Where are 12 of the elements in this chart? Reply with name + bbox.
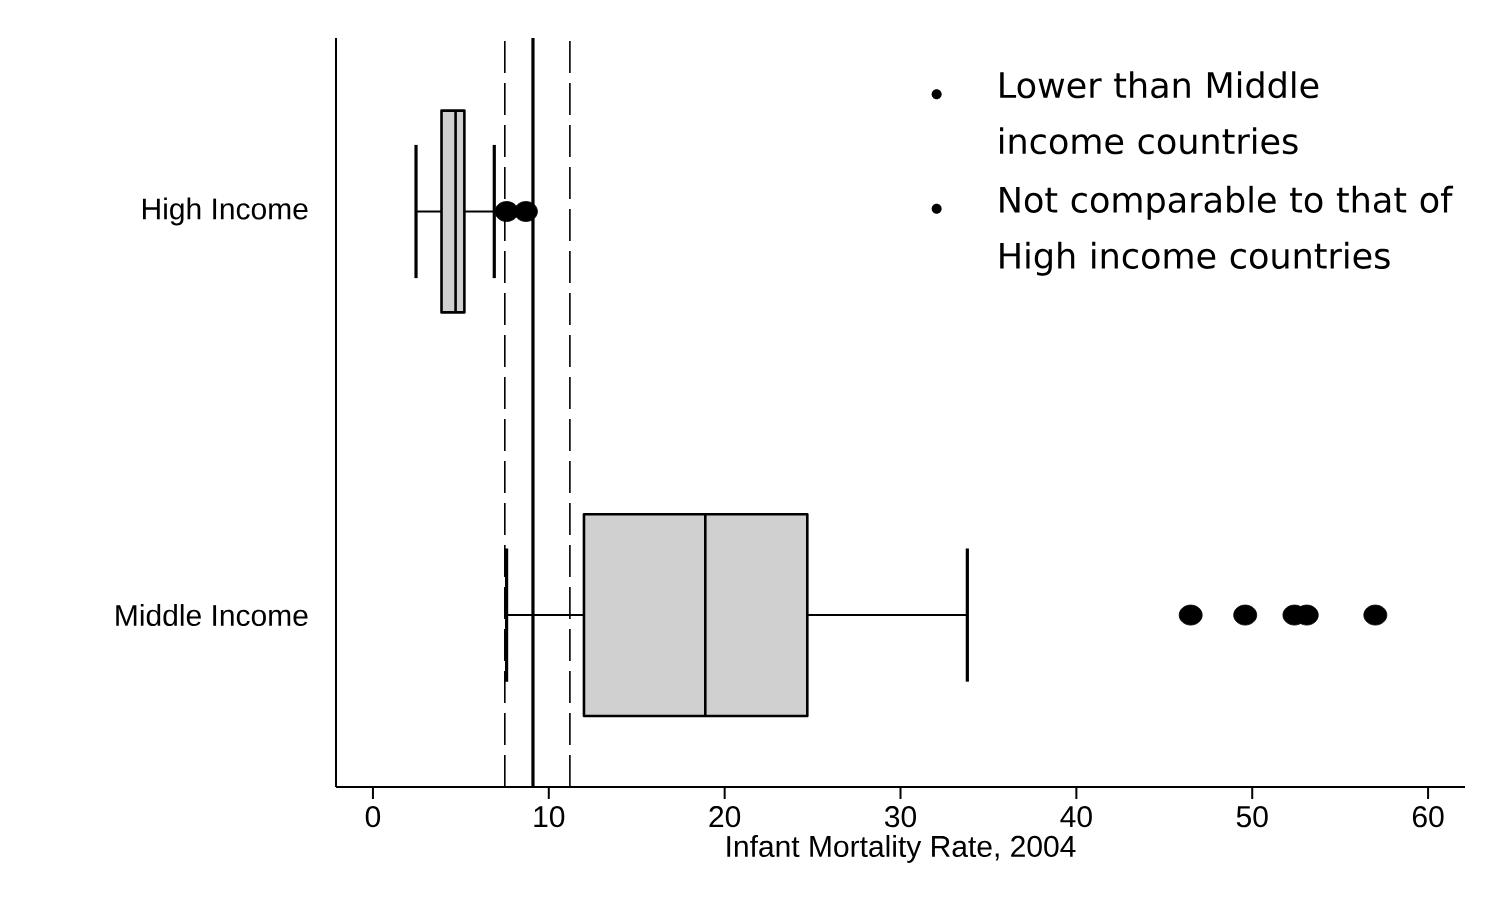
x-axis-title: Infant Mortality Rate, 2004 <box>727 835 1076 863</box>
annotation: Not comparable to that of High income countries <box>1000 185 1454 276</box>
x-tick-label: 30 <box>884 806 916 828</box>
x-tick-label: 40 <box>1060 806 1092 828</box>
x-tick-label: 10 <box>534 806 565 828</box>
x-tick-label: 0 <box>365 806 381 828</box>
x-tick-label: 50 <box>1236 806 1268 828</box>
annotation: Lower than Middle income countries <box>1000 71 1319 155</box>
y-tick-label: Middle Income <box>116 604 308 627</box>
x-tick-label: 20 <box>709 806 741 828</box>
y-tick-label: High Income <box>142 197 308 226</box>
x-tick-label: 60 <box>1412 806 1444 828</box>
